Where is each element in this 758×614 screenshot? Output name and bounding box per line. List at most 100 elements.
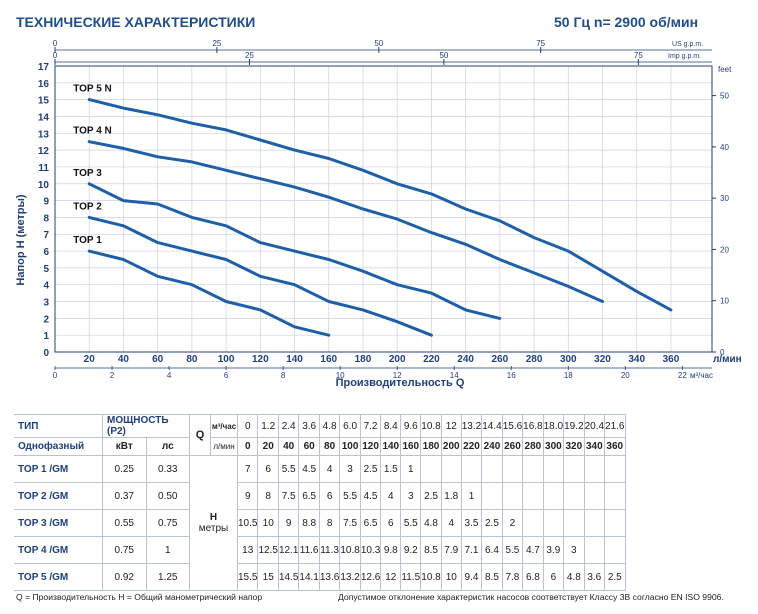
head-value: 12 (380, 563, 402, 591)
feet-tick-label: 30 (720, 194, 729, 203)
q-m3h-value: 0 (236, 414, 259, 438)
feet-tick-label: 0 (720, 348, 725, 357)
m3h-tick-label: 16 (507, 371, 516, 380)
head-value: 6 (257, 455, 279, 483)
head-value: 14.1 (298, 563, 320, 591)
head-value: 4 (440, 509, 462, 537)
head-value: 10 (440, 563, 462, 591)
power-kw: 0.25 (102, 455, 147, 483)
us-gpm-label: US g.p.m. (672, 41, 703, 48)
head-value: 3.6 (583, 563, 606, 591)
head-value (460, 455, 483, 483)
m3h-tick-label: 18 (564, 371, 573, 380)
x-tick-label: 40 (118, 354, 130, 365)
q-lmin-value: 80 (318, 437, 341, 456)
x-tick-label: 100 (218, 354, 235, 365)
m3h-tick-label: 22 (678, 371, 687, 380)
head-value: 4 (318, 455, 341, 483)
head-value (420, 455, 442, 483)
x-tick-label: 20 (84, 354, 96, 365)
head-value: 6 (380, 509, 402, 537)
model-name: TOP 5 /GM (14, 563, 103, 591)
head-value: 4.7 (522, 536, 544, 564)
unit-lmin-label: л/мин (210, 437, 238, 456)
q-m3h-value: 21.6 (604, 414, 626, 438)
imp-gpm-tick-label: 25 (245, 51, 254, 60)
y-tick-label: 4 (43, 281, 49, 292)
x-tick-label: 80 (186, 354, 198, 365)
head-value (563, 455, 585, 483)
curve-label: TOP 2 (73, 201, 102, 212)
y-tick-label: 15 (38, 96, 50, 107)
feet-tick-label: 10 (720, 297, 729, 306)
x-axis-label: Производительность Q (336, 377, 465, 389)
q-m3h-value: 7.2 (359, 414, 382, 438)
col-power-header: МОЩНОСТЬ (P2) (102, 414, 190, 438)
m3h-tick-label: 12 (393, 371, 402, 380)
head-value (522, 509, 544, 537)
q-lmin-value: 120 (359, 437, 382, 456)
x-tick-label: 360 (663, 354, 680, 365)
q-m3h-value: 20.4 (583, 414, 606, 438)
power-hp: 0.75 (145, 509, 190, 537)
q-m3h-value: 15.6 (501, 414, 524, 438)
q-lmin-value: 340 (583, 437, 606, 456)
y-tick-label: 17 (38, 62, 50, 73)
head-value: 7.9 (440, 536, 462, 564)
col-type-header: ТИП (14, 414, 103, 438)
x-tick-label: 220 (423, 354, 440, 365)
head-value (563, 509, 585, 537)
m3h-tick-label: 6 (224, 371, 229, 380)
head-value (501, 482, 524, 510)
y-tick-label: 1 (43, 331, 49, 342)
us-gpm-tick-label: 50 (374, 39, 383, 48)
q-m3h-value: 9.6 (400, 414, 422, 438)
q-lmin-value: 60 (298, 437, 320, 456)
head-value: 12.5 (257, 536, 279, 564)
curve-top-4-n (87, 140, 604, 303)
power-kw: 0.75 (102, 536, 147, 564)
head-value: 2.5 (359, 455, 382, 483)
q-m3h-value: 3.6 (298, 414, 320, 438)
head-value (481, 482, 503, 510)
head-value: 10.3 (359, 536, 382, 564)
x-tick-label: 260 (492, 354, 509, 365)
y-tick-label: 3 (43, 298, 49, 309)
q-m3h-value: 13.2 (460, 414, 483, 438)
q-lmin-value: 280 (522, 437, 544, 456)
m3h-tick-label: 2 (110, 371, 115, 380)
footer-note: Допустимое отклонение характеристик насо… (338, 592, 724, 602)
head-value: 9.8 (380, 536, 402, 564)
head-value: 15.5 (236, 563, 259, 591)
head-value (604, 482, 626, 510)
q-lmin-value: 220 (460, 437, 483, 456)
x-tick-label: 280 (526, 354, 543, 365)
q-lmin-value: 300 (542, 437, 565, 456)
head-value: 7 (236, 455, 259, 483)
head-value: 3 (563, 536, 585, 564)
head-value: 8.5 (420, 536, 442, 564)
head-value: 7.8 (501, 563, 524, 591)
y-tick-label: 9 (43, 197, 49, 208)
x-tick-label: 200 (389, 354, 406, 365)
head-value: 1 (400, 455, 422, 483)
head-value (583, 482, 606, 510)
head-value: 6 (542, 563, 565, 591)
x-tick-label: 300 (560, 354, 577, 365)
curve-label: TOP 4 N (73, 126, 112, 137)
imp-gpm-tick-label: 50 (439, 51, 448, 60)
head-value (583, 536, 606, 564)
head-value: 3.9 (542, 536, 565, 564)
q-m3h-value: 19.2 (563, 414, 585, 438)
imp-gpm-tick-label: 75 (634, 51, 643, 60)
head-value (440, 455, 462, 483)
head-value (522, 455, 544, 483)
head-value: 4.5 (298, 455, 320, 483)
head-value: 5.5 (277, 455, 300, 483)
q-lmin-value: 180 (420, 437, 442, 456)
feet-tick-label: 20 (720, 245, 729, 254)
x-tick-label: 160 (320, 354, 337, 365)
unit-m3h-label: м³/час (210, 414, 238, 438)
q-lmin-value: 160 (400, 437, 422, 456)
model-name: TOP 3 /GM (14, 509, 103, 537)
